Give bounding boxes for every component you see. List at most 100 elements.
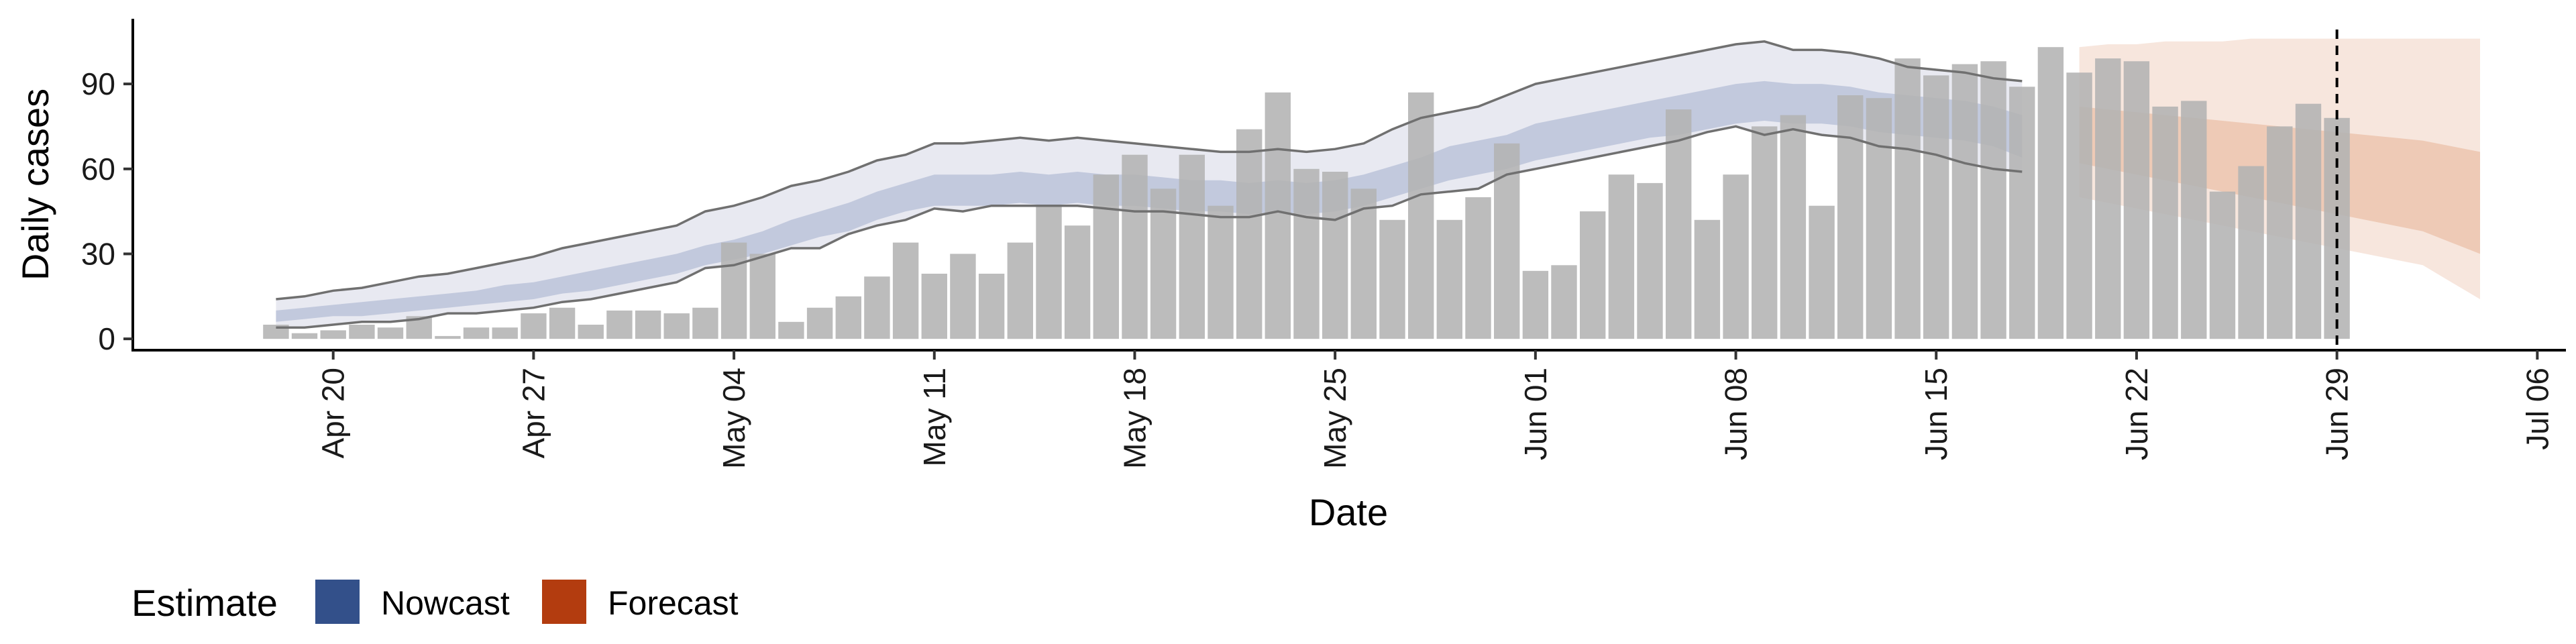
case-bar xyxy=(349,325,375,339)
case-bar xyxy=(1007,242,1033,339)
x-tick-label: Jun 29 xyxy=(2320,368,2355,460)
legend-key-nowcast xyxy=(315,580,360,624)
x-tick-label: Jul 06 xyxy=(2520,368,2555,450)
nowcast-lower90-line xyxy=(276,125,2023,329)
case-bar xyxy=(2066,72,2092,339)
case-bar xyxy=(377,327,404,339)
case-bar xyxy=(492,327,518,339)
case-bar xyxy=(1265,92,1291,339)
case-bar xyxy=(864,276,890,339)
case-bar xyxy=(291,333,318,339)
legend: Estimate Nowcast Forecast xyxy=(131,580,739,624)
x-tick-label: Jun 01 xyxy=(1518,368,1553,460)
x-tick-label: May 18 xyxy=(1118,368,1152,469)
case-bar xyxy=(463,327,490,339)
case-bar xyxy=(1494,143,1520,339)
case-bar xyxy=(1522,270,1549,339)
case-bar xyxy=(320,330,346,339)
case-bar xyxy=(1293,168,1320,339)
x-tick-label: Jun 08 xyxy=(1719,368,1754,460)
case-bar xyxy=(1809,205,1835,339)
case-bar xyxy=(606,310,633,339)
case-bar xyxy=(720,242,747,339)
case-bar xyxy=(2209,191,2236,339)
case-bar xyxy=(778,321,804,339)
x-tick-label: May 04 xyxy=(716,368,751,469)
case-bar xyxy=(892,242,919,339)
x-ticks: Apr 20 Apr 27 May 04 May 11 May 18 May 25 Jun … xyxy=(316,350,2555,469)
case-bar xyxy=(1150,189,1177,339)
case-bar xyxy=(978,274,1005,339)
x-tick-label: Apr 27 xyxy=(516,368,551,459)
case-bar xyxy=(1465,197,1491,339)
nowcast-upper90-line xyxy=(276,40,2023,301)
case-bar xyxy=(1694,219,1721,339)
x-tick-label: May 25 xyxy=(1318,368,1352,469)
case-bar xyxy=(1350,189,1377,339)
case-bar xyxy=(1436,219,1462,339)
case-bar xyxy=(1780,115,1807,339)
x-axis-title: Date xyxy=(1309,491,1388,533)
case-bar xyxy=(2123,61,2150,339)
case-bar xyxy=(2037,47,2064,339)
case-bar xyxy=(2181,101,2207,339)
case-bar xyxy=(806,307,833,339)
y-tick-label: 0 xyxy=(98,321,115,356)
case-bar xyxy=(1408,92,1434,339)
x-tick-label: Apr 20 xyxy=(316,368,351,459)
legend-label-forecast: Forecast xyxy=(608,584,739,622)
case-bar xyxy=(1951,64,1978,339)
legend-label-nowcast: Nowcast xyxy=(381,584,510,622)
case-bar xyxy=(1637,182,1663,339)
case-bar xyxy=(1093,174,1119,339)
case-bar xyxy=(1379,219,1405,339)
y-axis-title: Daily cases xyxy=(14,89,56,280)
case-bar xyxy=(1236,129,1263,339)
legend-title: Estimate xyxy=(131,582,278,624)
case-bar xyxy=(521,313,547,339)
case-bar xyxy=(435,335,461,339)
case-bar xyxy=(921,274,947,339)
nowcast-band-50 xyxy=(276,80,2023,322)
case-bar xyxy=(1980,61,2006,339)
case-bar xyxy=(1580,211,1606,339)
y-tick-label: 60 xyxy=(81,152,115,186)
legend-key-forecast xyxy=(542,580,586,624)
y-ticks: 0 30 60 90 xyxy=(81,66,133,356)
case-bar xyxy=(1322,172,1348,339)
case-bar xyxy=(1608,174,1635,339)
y-tick-label: 90 xyxy=(81,66,115,101)
case-bar xyxy=(1551,265,1577,339)
case-bar xyxy=(1208,205,1234,339)
case-bar xyxy=(635,310,661,339)
case-bar xyxy=(1064,225,1091,339)
case-bar xyxy=(1179,154,1205,339)
interval-bound-lines xyxy=(276,40,2023,329)
case-bar xyxy=(1723,174,1749,339)
case-bar xyxy=(1666,109,1692,339)
case-bar xyxy=(749,254,775,339)
estimate-bands xyxy=(276,38,2480,328)
case-bar xyxy=(663,313,690,339)
case-bar xyxy=(1837,95,1864,339)
x-tick-label: Jun 22 xyxy=(2119,368,2154,460)
case-bar xyxy=(578,325,604,339)
x-tick-label: May 11 xyxy=(917,368,952,466)
case-bar xyxy=(950,254,976,339)
case-bar xyxy=(2095,58,2121,339)
case-bars xyxy=(263,47,2350,339)
case-bar xyxy=(2009,87,2035,339)
case-bar xyxy=(1923,75,1949,339)
case-bar xyxy=(2295,103,2322,339)
case-bar xyxy=(2267,126,2293,339)
case-bar xyxy=(549,307,576,339)
y-tick-label: 30 xyxy=(81,236,115,271)
case-bar xyxy=(2152,106,2178,339)
axes: 0 30 60 90 Apr 20 Apr 27 May 04 May 11 May 18 Ma… xyxy=(14,19,2566,533)
case-bar xyxy=(1894,58,1921,339)
x-tick-label: Jun 15 xyxy=(1919,368,1953,460)
case-bar xyxy=(1036,205,1062,339)
case-bar xyxy=(835,296,861,339)
case-bar xyxy=(2238,166,2264,339)
